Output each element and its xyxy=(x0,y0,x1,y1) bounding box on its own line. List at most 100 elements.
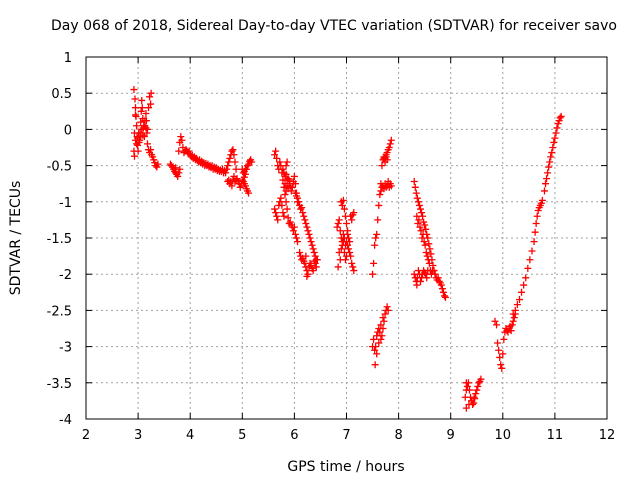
data-point xyxy=(282,198,290,206)
x-tick-label: 9 xyxy=(447,428,455,443)
data-point xyxy=(509,310,517,318)
data-point xyxy=(546,158,554,166)
data-point xyxy=(281,191,289,199)
data-point xyxy=(518,288,526,296)
data-point xyxy=(475,379,483,387)
data-point xyxy=(425,240,433,248)
data-point xyxy=(378,332,386,340)
y-tick-label: 0.5 xyxy=(51,87,72,102)
data-point xyxy=(333,223,341,231)
data-point xyxy=(413,194,421,202)
data-point xyxy=(185,147,193,155)
data-point xyxy=(495,346,503,354)
data-point xyxy=(437,281,445,289)
data-point xyxy=(375,201,383,209)
data-point xyxy=(299,209,307,217)
data-point xyxy=(370,335,378,343)
data-point xyxy=(287,187,295,195)
data-point xyxy=(551,134,559,142)
data-point xyxy=(379,325,387,332)
data-point xyxy=(374,216,382,224)
data-point xyxy=(306,234,314,242)
data-point xyxy=(511,306,519,314)
data-point xyxy=(305,230,313,238)
data-point xyxy=(302,220,310,228)
data-point xyxy=(413,281,421,289)
data-point xyxy=(276,198,284,206)
data-point xyxy=(423,274,431,282)
data-point xyxy=(283,176,291,184)
data-point xyxy=(533,212,541,220)
data-point xyxy=(462,379,470,387)
data-point xyxy=(277,194,285,202)
data-point xyxy=(224,162,232,170)
data-point xyxy=(418,209,426,217)
data-point xyxy=(473,386,481,394)
data-point xyxy=(465,401,473,409)
data-point xyxy=(542,180,550,188)
data-point xyxy=(416,277,424,285)
data-point xyxy=(543,175,551,183)
data-point xyxy=(136,136,144,144)
data-point xyxy=(350,209,358,217)
data-point xyxy=(412,189,420,197)
data-point xyxy=(178,136,186,144)
data-point xyxy=(271,151,279,159)
series-sdtvar xyxy=(130,86,565,412)
data-point xyxy=(441,293,449,301)
data-point xyxy=(413,212,421,220)
data-point xyxy=(175,169,183,177)
data-point xyxy=(248,158,256,166)
data-point xyxy=(290,172,298,180)
data-point xyxy=(381,310,389,318)
data-point xyxy=(434,274,442,282)
data-point xyxy=(289,227,297,235)
y-tick-labels: 1 0.5 0 -0.5 -1 -1.5 -2 -2.5 -3 -3.5 -4 xyxy=(47,51,72,428)
data-point xyxy=(142,109,150,117)
data-point xyxy=(438,285,446,293)
data-point xyxy=(313,256,321,264)
data-point xyxy=(414,220,422,228)
data-point xyxy=(375,339,383,347)
data-point xyxy=(513,301,521,309)
data-point xyxy=(241,165,249,173)
data-point xyxy=(177,133,185,141)
data-point xyxy=(552,129,560,137)
data-point xyxy=(273,212,281,220)
data-point xyxy=(303,272,311,280)
data-point xyxy=(225,158,233,166)
data-point xyxy=(385,144,393,151)
data-point xyxy=(538,196,546,204)
data-point xyxy=(496,353,504,361)
data-point xyxy=(138,104,146,112)
data-point xyxy=(410,178,418,186)
data-point xyxy=(465,386,473,394)
data-point xyxy=(230,151,238,159)
data-point xyxy=(369,270,377,278)
y-tick-label: -1 xyxy=(59,196,72,211)
data-point xyxy=(515,296,523,304)
data-point xyxy=(244,162,252,170)
x-tick-label: 12 xyxy=(599,428,616,443)
x-tick-label: 11 xyxy=(547,428,564,443)
data-point xyxy=(440,292,448,300)
y-tick-label: -0.5 xyxy=(47,160,72,175)
data-point xyxy=(154,160,162,168)
data-point xyxy=(431,270,439,278)
data-point xyxy=(245,189,253,197)
data-point xyxy=(312,263,320,271)
data-point xyxy=(422,270,430,278)
data-point xyxy=(297,205,305,213)
x-tick-labels: 2 3 4 5 6 7 8 9 10 11 12 xyxy=(82,428,615,443)
data-point xyxy=(345,245,353,253)
data-point xyxy=(540,187,548,195)
y-tick-label: 1 xyxy=(64,51,72,66)
data-point xyxy=(556,114,564,122)
data-point xyxy=(137,118,145,126)
data-point xyxy=(383,303,391,311)
data-point xyxy=(545,163,553,171)
data-point xyxy=(172,164,180,172)
data-point xyxy=(373,230,381,238)
x-tick-label: 7 xyxy=(342,428,350,443)
